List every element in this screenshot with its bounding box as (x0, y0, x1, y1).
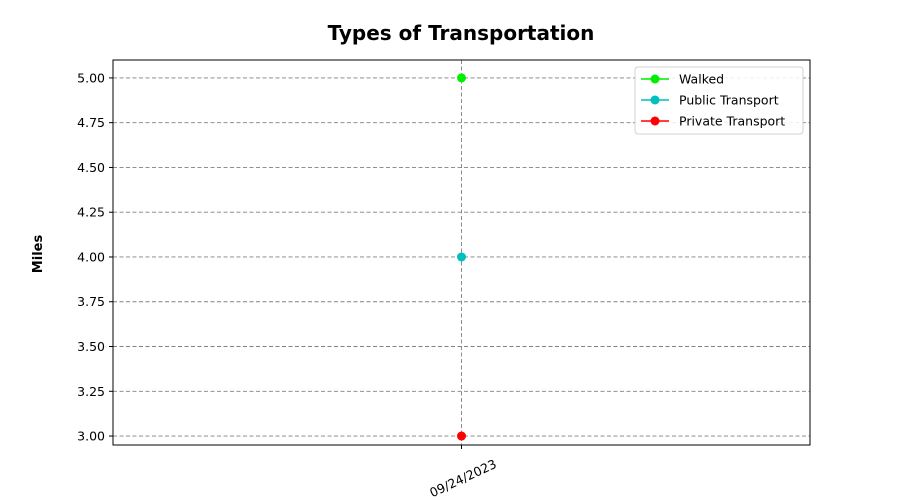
data-point (457, 431, 466, 441)
data-point (457, 73, 466, 83)
legend-label: Public Transport (679, 93, 779, 108)
y-tick-label: 5.00 (77, 70, 105, 85)
y-tick-label: 4.00 (77, 249, 105, 264)
y-tick-label: 4.25 (77, 205, 105, 220)
legend: Walked Public Transport Private Transport (634, 66, 804, 135)
legend-label: Private Transport (679, 114, 785, 129)
y-axis-label: Miles (31, 235, 46, 274)
data-point (457, 252, 466, 262)
chart-title: Types of Transportation (328, 21, 595, 45)
legend-box (634, 66, 804, 135)
legend-marker (650, 116, 660, 126)
legend-marker (650, 74, 660, 84)
y-tick-label: 3.25 (77, 384, 105, 399)
legend-label: Walked (679, 72, 724, 87)
y-tick-label: 4.50 (77, 160, 105, 175)
y-tick-label: 4.75 (77, 115, 105, 130)
y-tick-label: 3.75 (77, 294, 105, 309)
y-tick-label: 3.50 (77, 339, 105, 354)
series-marks (457, 73, 466, 441)
y-tick-label: 3.00 (77, 429, 105, 444)
legend-marker (650, 95, 660, 105)
